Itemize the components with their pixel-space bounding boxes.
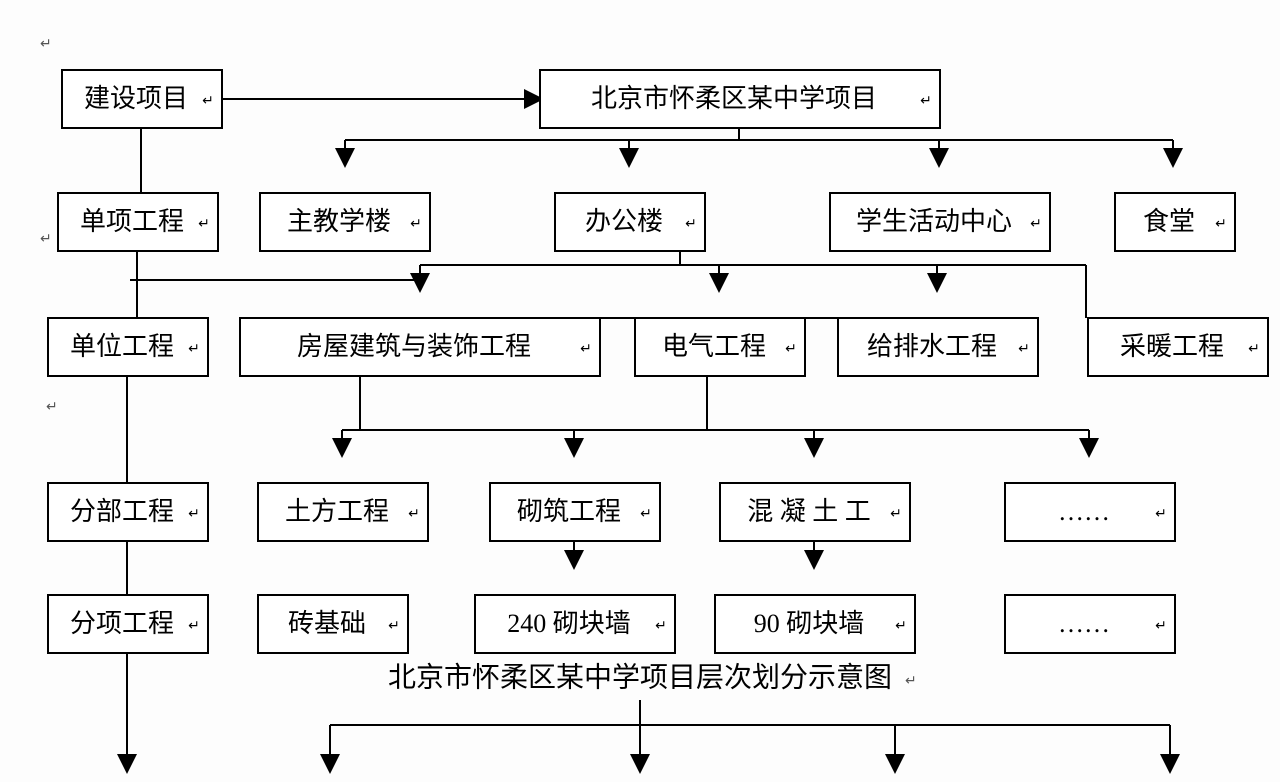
node-label: 建设项目 [84,84,188,113]
paragraph-mark-icon: ↵ [1155,507,1167,522]
paragraph-mark-icon: ↵ [640,507,652,522]
node-label: 学生活动中心 [856,207,1012,236]
paragraph-mark-icon: ↵ [580,342,592,357]
node-main-bldg: 主教学楼 ↵ [260,193,430,251]
node-label: 电气工程 [662,332,766,361]
node-office: 办公楼 ↵ [555,193,705,251]
paragraph-mark-icon: ↵ [655,619,667,634]
node-label: 房屋建筑与装饰工程 [297,332,531,361]
node-label: 北京市怀柔区某中学项目 [591,84,877,113]
node-label: 给排水工程 [867,332,997,361]
node-label: …… [1058,609,1110,638]
paragraph-mark-icon: ↵ [1155,619,1167,634]
paragraph-mark-icon: ↵ [1215,217,1227,232]
paragraph-mark-icon: ↵ [1248,342,1260,357]
paragraph-mark-icon: ↵ [188,507,200,522]
node-div-label: 分部工程 ↵ [48,483,208,541]
node-dots2: …… ↵ [1005,595,1175,653]
paragraph-mark-icon: ↵ [890,507,902,522]
paragraph-mark-icon: ↵ [202,94,214,109]
paragraph-mark-icon: ↵ [685,217,697,232]
diagram-caption: 北京市怀柔区某中学项目层次划分示意图 [388,661,892,693]
node-label: 单项工程 [80,207,184,236]
node-label: 食堂 [1143,207,1195,236]
paragraph-mark-icon: ↵ [785,342,797,357]
node-label: …… [1058,497,1110,526]
node-concrete: 混 凝 土 工 ↵ [720,483,910,541]
paragraph-mark-icon: ↵ [410,217,422,232]
node-label: 采暖工程 [1120,332,1224,361]
paragraph-mark-icon: ↵ [1018,342,1030,357]
node-label: 砖基础 [288,609,366,638]
node-activity: 学生活动中心 ↵ [830,193,1050,251]
paragraph-mark-icon: ↵ [905,674,917,689]
node-label: 240 砌块墙 [507,609,631,638]
node-proj-label: 建设项目 ↵ [62,70,222,128]
paragraph-mark-icon: ↵ [188,619,200,634]
node-label: 混 凝 土 工 [747,497,871,526]
node-earth: 土方工程 ↵ [258,483,428,541]
node-wall240: 240 砌块墙 ↵ [475,595,675,653]
diagram-canvas: 建设项目↵北京市怀柔区某中学项目↵单项工程↵主教学楼↵办公楼↵学生活动中心↵食堂… [0,0,1280,782]
node-item-label: 分项工程 ↵ [48,595,208,653]
node-house-deco: 房屋建筑与装饰工程 ↵ [240,318,600,376]
node-label: 土方工程 [285,497,389,526]
paragraph-mark-icon: ↵ [1030,217,1042,232]
paragraph-mark-icon: ↵ [188,342,200,357]
paragraph-mark-icon: ↵ [895,619,907,634]
paragraph-mark-icon: ↵ [408,507,420,522]
node-water: 给排水工程 ↵ [838,318,1038,376]
node-label: 分项工程 [70,609,174,638]
paragraph-mark-icon: ↵ [46,400,58,415]
node-label: 主教学楼 [287,207,391,236]
paragraph-mark-icon: ↵ [40,232,52,247]
node-heat: 采暖工程 ↵ [1088,318,1268,376]
node-dots1: …… ↵ [1005,483,1175,541]
node-proj-value: 北京市怀柔区某中学项目 ↵ [540,70,940,128]
node-unit-label: 单位工程 ↵ [48,318,208,376]
node-label: 分部工程 [70,497,174,526]
node-label: 单位工程 [70,332,174,361]
paragraph-mark-icon: ↵ [198,217,210,232]
paragraph-mark-icon: ↵ [40,37,52,52]
node-brick: 砖基础 ↵ [258,595,408,653]
paragraph-mark-icon: ↵ [388,619,400,634]
node-label: 砌筑工程 [517,497,621,526]
node-single-label: 单项工程 ↵ [58,193,218,251]
node-label: 办公楼 [585,207,663,236]
node-canteen: 食堂 ↵ [1115,193,1235,251]
node-masonry: 砌筑工程 ↵ [490,483,660,541]
node-label: 90 砌块墙 [754,609,865,638]
paragraph-mark-icon: ↵ [920,94,932,109]
node-wall90: 90 砌块墙 ↵ [715,595,915,653]
node-elec: 电气工程 ↵ [635,318,805,376]
